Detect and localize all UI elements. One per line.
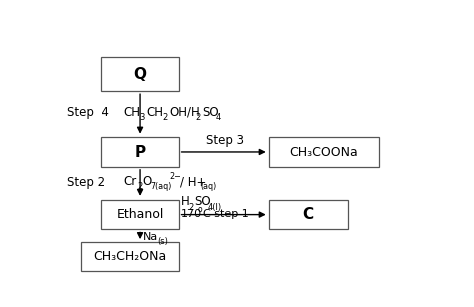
Text: C: C (302, 207, 314, 222)
Text: 4: 4 (216, 113, 221, 122)
Text: Step  4: Step 4 (67, 106, 109, 119)
Text: Na: Na (143, 231, 158, 242)
FancyBboxPatch shape (101, 137, 179, 167)
Text: H: H (181, 195, 189, 208)
Text: Step 2: Step 2 (67, 176, 105, 189)
FancyBboxPatch shape (269, 137, 379, 167)
Text: CH: CH (124, 106, 140, 119)
Text: (aq): (aq) (201, 182, 217, 191)
Text: 170: 170 (181, 209, 201, 219)
Text: 2: 2 (189, 203, 194, 212)
Text: 2: 2 (137, 182, 142, 191)
Text: Step 3: Step 3 (206, 134, 244, 147)
Text: / H+: / H+ (180, 175, 207, 188)
Text: CH: CH (146, 106, 164, 119)
Text: SO: SO (194, 195, 210, 208)
Text: 2−: 2− (170, 172, 182, 181)
Text: SO: SO (202, 106, 219, 119)
FancyBboxPatch shape (101, 57, 179, 91)
Text: 4(l): 4(l) (208, 203, 222, 212)
Text: o: o (197, 205, 202, 214)
Text: 3: 3 (140, 113, 145, 122)
FancyBboxPatch shape (269, 200, 347, 230)
FancyBboxPatch shape (82, 243, 179, 271)
Text: (s): (s) (157, 237, 168, 246)
Text: CH₃COONa: CH₃COONa (289, 146, 358, 159)
Text: P: P (135, 145, 146, 160)
Text: C step 1: C step 1 (202, 209, 248, 219)
Text: OH/H: OH/H (169, 106, 200, 119)
Text: Q: Q (134, 67, 146, 82)
Text: Cr: Cr (124, 175, 137, 188)
Text: 2: 2 (163, 113, 168, 122)
Text: 2: 2 (196, 113, 201, 122)
Text: 7(aq): 7(aq) (151, 182, 172, 191)
Text: Ethanol: Ethanol (117, 208, 164, 221)
Text: CH₃CH₂ONa: CH₃CH₂ONa (93, 250, 166, 263)
Text: O: O (143, 175, 152, 188)
FancyBboxPatch shape (101, 200, 179, 230)
